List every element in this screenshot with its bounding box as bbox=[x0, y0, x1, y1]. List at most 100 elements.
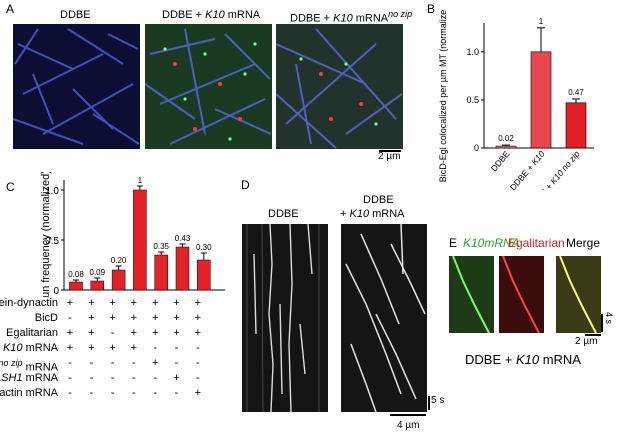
condition-cell: - bbox=[110, 372, 115, 384]
condition-cell: - bbox=[195, 342, 200, 354]
condition-cell: + bbox=[173, 327, 180, 339]
condition-label: Dynein-dynactin bbox=[0, 297, 58, 309]
kymograph-ddbe bbox=[242, 224, 328, 412]
chart-b-value-label: 0.02 bbox=[498, 134, 514, 143]
condition-label: K10 mRNA bbox=[2, 342, 58, 354]
scalebar-line bbox=[379, 150, 401, 152]
condition-table: Dynein-dynactin+++++++BicD-++++++Egalita… bbox=[0, 296, 230, 411]
condition-cell: - bbox=[153, 387, 158, 399]
condition-cell: + bbox=[88, 297, 95, 309]
channel-label-egalitarian: Egalitarian bbox=[508, 236, 565, 250]
panel-d-title-2: DDBE bbox=[363, 194, 394, 206]
chart-c-bar bbox=[133, 189, 147, 291]
condition-label: β-actin mRNA bbox=[0, 387, 58, 399]
e-scale-dist-label: 2 µm bbox=[575, 336, 598, 347]
condition-cell: - bbox=[89, 387, 94, 399]
panel-label-a: A bbox=[6, 2, 15, 16]
panel-d-title-1: DDBE bbox=[268, 208, 299, 220]
chart-b-xtick-label: DDBE + K10 bbox=[508, 149, 547, 190]
condition-cell: - bbox=[153, 342, 158, 354]
chart-c-ylabel-1: Run frequency (normalized) bbox=[40, 172, 52, 297]
panel-label-b: B bbox=[427, 2, 436, 16]
condition-cell: - bbox=[89, 357, 94, 369]
condition-cell: + bbox=[173, 312, 180, 324]
condition-cell: + bbox=[194, 387, 202, 399]
condition-cell: + bbox=[194, 312, 202, 324]
condition-cell: - bbox=[174, 357, 179, 369]
micrograph-ddbe bbox=[13, 24, 140, 149]
e-scale-time-bar bbox=[601, 314, 603, 332]
micrograph-ddbe-k10 bbox=[145, 24, 272, 149]
condition-label: Egalitarian bbox=[6, 327, 58, 339]
chart-c-bar bbox=[111, 269, 126, 291]
chart-c-bar bbox=[197, 259, 211, 291]
condition-cell: + bbox=[130, 327, 138, 339]
condition-cell: + bbox=[130, 297, 138, 309]
condition-cell: + bbox=[130, 342, 138, 354]
channel-label-merge: Merge bbox=[566, 236, 601, 250]
condition-cell: - bbox=[132, 387, 136, 399]
chart-c: Run frequency (normalized) 0 0.5 1.0 0.08 0… bbox=[40, 172, 225, 297]
chart-c-ytick-label: 1.0 bbox=[45, 186, 59, 197]
d-scale-time-bar bbox=[428, 396, 430, 410]
condition-cell: + bbox=[194, 297, 202, 309]
condition-cell: + bbox=[173, 297, 180, 309]
condition-cell: + bbox=[151, 312, 159, 324]
condition-row: K10 mRNA + + + + - - - bbox=[0, 341, 230, 355]
condition-cell: - bbox=[195, 372, 200, 384]
chart-b-value-label: 1 bbox=[539, 17, 544, 26]
chart-b-bar bbox=[565, 102, 587, 149]
condition-cell: - bbox=[68, 312, 72, 324]
condition-cell: + bbox=[194, 327, 202, 339]
condition-row: Dynein-dynactin + + + + + + + bbox=[0, 296, 230, 310]
panel-label-c: C bbox=[6, 180, 15, 194]
condition-row: β-actin mRNA------+ bbox=[0, 386, 230, 400]
d-scale-dist-bar bbox=[390, 414, 426, 416]
chart-b-bar bbox=[495, 145, 517, 149]
condition-cell: + bbox=[151, 327, 159, 339]
condition-row: Egalitarian + + - + + + + bbox=[0, 326, 230, 340]
condition-cell: - bbox=[132, 372, 136, 384]
panel-label-d: D bbox=[241, 178, 250, 192]
chart-c-value-label: 0.43 bbox=[175, 234, 191, 243]
e-scale-dist-bar bbox=[585, 334, 601, 336]
condition-cell: - bbox=[68, 357, 72, 369]
condition-cell: - bbox=[132, 357, 136, 369]
chart-c-bar bbox=[154, 254, 168, 291]
condition-row: ASH1 mRNA-----+- bbox=[0, 371, 230, 385]
chart-c-bar bbox=[69, 281, 83, 291]
chart-b-ytick-label: 0.5 bbox=[466, 95, 479, 105]
condition-cell: - bbox=[110, 387, 115, 399]
chart-b-ylabel: BicD-Egl colocalized per µm MT (normaliz… bbox=[438, 10, 448, 182]
kymograph-red bbox=[499, 256, 544, 333]
channel-label-k10: K10mRNA bbox=[463, 236, 520, 250]
chart-b-value-label: 0.47 bbox=[568, 88, 584, 97]
condition-cell: + bbox=[66, 327, 74, 339]
condition-cell: - bbox=[195, 357, 200, 369]
chart-b: BicD-Egl colocalized per µm MT (normaliz… bbox=[438, 10, 594, 190]
chart-c-value-label: 0.08 bbox=[68, 270, 84, 279]
panel-a-title-1: DDBE bbox=[60, 9, 91, 21]
condition-cell: + bbox=[173, 372, 180, 384]
condition-cell: + bbox=[88, 312, 95, 324]
condition-cell: - bbox=[89, 372, 94, 384]
condition-cell: - bbox=[153, 372, 158, 384]
chart-c-value-label: 1 bbox=[138, 176, 143, 185]
condition-cell: + bbox=[66, 342, 74, 354]
condition-cell: + bbox=[109, 312, 116, 324]
chart-c-value-label: 0.30 bbox=[196, 243, 212, 252]
kymograph-green bbox=[449, 256, 494, 333]
condition-cell: - bbox=[68, 387, 72, 399]
chart-b-ytick-label: 1.0 bbox=[466, 47, 479, 57]
panel-d-title-3: + K10 mRNA bbox=[340, 208, 405, 220]
d-scale-dist-label: 4 µm bbox=[397, 420, 420, 431]
condition-cell: + bbox=[151, 357, 159, 369]
chart-c-ytick-label: 0 bbox=[53, 286, 59, 297]
chart-c-value-label: 0.09 bbox=[90, 268, 106, 277]
condition-cell: + bbox=[88, 327, 95, 339]
panel-e-caption: DDBE + K10 mRNA bbox=[465, 352, 581, 367]
chart-c-value-label: 0.35 bbox=[153, 242, 169, 251]
condition-cell: - bbox=[110, 357, 115, 369]
kymograph-merge bbox=[556, 256, 601, 333]
